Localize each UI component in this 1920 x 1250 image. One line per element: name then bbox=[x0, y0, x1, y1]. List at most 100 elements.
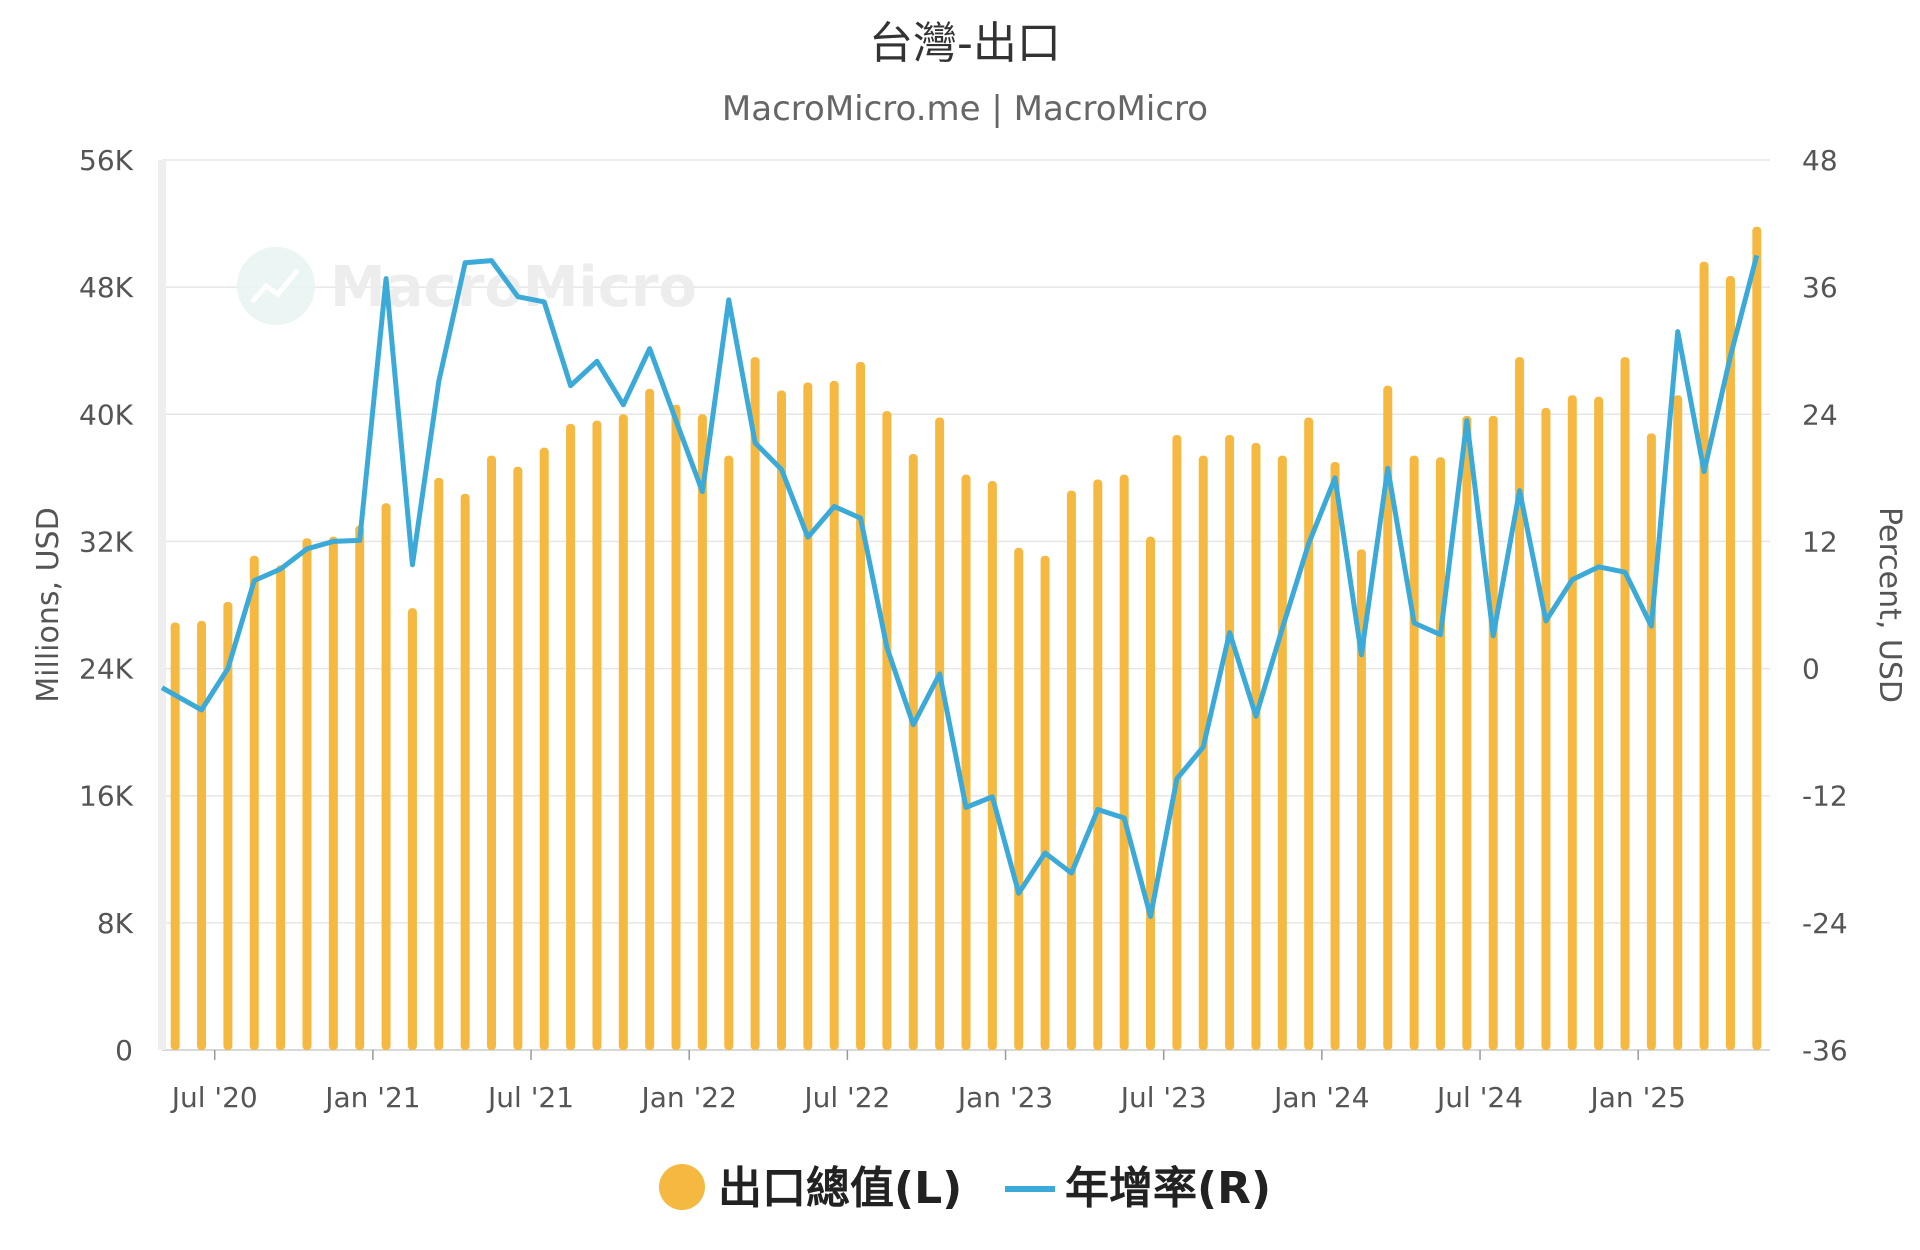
export-bar bbox=[1699, 261, 1709, 1050]
left-tick-label: 8K bbox=[97, 907, 134, 940]
left-tick-label: 32K bbox=[79, 525, 134, 558]
export-bar bbox=[961, 474, 971, 1050]
export-bar bbox=[1356, 549, 1366, 1050]
x-tick-label: Jul '20 bbox=[170, 1081, 258, 1114]
export-bar bbox=[434, 477, 444, 1050]
chart-subtitle: MacroMicro.me | MacroMicro bbox=[722, 89, 1208, 129]
right-axis-title: Percent, USD bbox=[1872, 507, 1907, 703]
export-bar bbox=[539, 447, 549, 1050]
right-tick-label: 24 bbox=[1802, 398, 1838, 431]
right-tick-label: 48 bbox=[1802, 144, 1838, 177]
export-bar bbox=[1673, 395, 1683, 1050]
left-axis-title: Millions, USD bbox=[31, 507, 66, 702]
export-bar bbox=[1462, 415, 1472, 1050]
legend-export-swatch bbox=[659, 1164, 705, 1210]
export-bar bbox=[1515, 357, 1525, 1051]
export-bar bbox=[1752, 226, 1762, 1050]
x-tick-label: Jan '21 bbox=[323, 1081, 420, 1114]
export-bar bbox=[750, 357, 760, 1051]
export-bar bbox=[697, 414, 707, 1050]
export-bar bbox=[671, 404, 681, 1050]
export-bar bbox=[328, 536, 338, 1050]
watermark-logo-line bbox=[250, 268, 300, 304]
left-tick-label: 24K bbox=[79, 653, 134, 686]
export-bar bbox=[460, 493, 470, 1050]
x-tick-label: Jul '21 bbox=[486, 1081, 574, 1114]
x-tick-label: Jul '24 bbox=[1435, 1081, 1523, 1114]
export-bar bbox=[1225, 434, 1235, 1051]
export-bar bbox=[1119, 474, 1129, 1050]
export-bar bbox=[1330, 461, 1340, 1050]
export-bar bbox=[645, 388, 655, 1050]
export-bar bbox=[829, 380, 839, 1050]
export-bar bbox=[381, 503, 391, 1050]
export-bar bbox=[1172, 434, 1182, 1051]
right-tick-label: 0 bbox=[1802, 653, 1820, 686]
export-bar bbox=[1383, 385, 1393, 1050]
export-bar bbox=[1277, 455, 1287, 1050]
export-bar bbox=[1488, 415, 1498, 1050]
export-bar bbox=[1066, 490, 1076, 1051]
export-bar bbox=[1725, 276, 1735, 1051]
export-bar bbox=[302, 538, 312, 1050]
export-bar bbox=[1646, 433, 1656, 1050]
export-bar bbox=[1541, 407, 1551, 1050]
legend-growth-label: 年增率(R) bbox=[1065, 1163, 1271, 1214]
export-bar bbox=[724, 455, 734, 1050]
x-tick-label: Jan '24 bbox=[1272, 1081, 1369, 1114]
right-tick-label: -12 bbox=[1802, 780, 1848, 813]
export-bar bbox=[249, 555, 259, 1050]
export-bar bbox=[856, 361, 866, 1050]
export-bar bbox=[882, 411, 892, 1050]
export-bar bbox=[223, 601, 233, 1050]
export-bar bbox=[1594, 396, 1604, 1050]
left-tick-label: 40K bbox=[79, 398, 134, 431]
bar-series bbox=[170, 226, 1762, 1051]
export-bar bbox=[1304, 417, 1314, 1050]
left-tick-label: 16K bbox=[79, 780, 134, 813]
export-bar bbox=[618, 414, 628, 1050]
export-bar bbox=[1198, 455, 1208, 1050]
left-tick-label: 56K bbox=[79, 144, 134, 177]
export-bar bbox=[1620, 357, 1630, 1051]
legend: 出口總值(L) 年增率(R) bbox=[659, 1163, 1271, 1214]
right-tick-label: -24 bbox=[1802, 907, 1848, 940]
chart-title: 台灣-出口 bbox=[869, 18, 1061, 69]
export-bar bbox=[513, 466, 523, 1050]
export-bar bbox=[1014, 547, 1024, 1050]
export-bar bbox=[1435, 457, 1445, 1051]
watermark: MacroMicro bbox=[237, 247, 697, 325]
right-tick-label: 36 bbox=[1802, 271, 1838, 304]
left-tick-label: 0 bbox=[115, 1034, 133, 1067]
export-bar bbox=[1040, 555, 1050, 1050]
x-tick-label: Jan '23 bbox=[956, 1081, 1053, 1114]
right-tick-label: -36 bbox=[1802, 1034, 1848, 1067]
export-bar bbox=[407, 608, 417, 1050]
growth-rate-line bbox=[160, 254, 1760, 919]
watermark-logo-icon bbox=[237, 247, 315, 325]
x-tick-label: Jul '22 bbox=[802, 1081, 890, 1114]
export-bar bbox=[487, 455, 497, 1050]
line-series bbox=[160, 254, 1760, 919]
export-bar bbox=[276, 565, 286, 1050]
axes: 0 -36 8K -24 16K -12 24K 0 32K 12 40K 24 48K 36 56K 48 J… bbox=[79, 144, 1848, 1114]
export-bar bbox=[355, 525, 365, 1050]
export-bar bbox=[1409, 455, 1419, 1050]
export-bar bbox=[1567, 395, 1577, 1050]
legend-export-label: 出口總值(L) bbox=[718, 1163, 962, 1214]
export-bar bbox=[197, 620, 207, 1050]
export-bar bbox=[803, 382, 813, 1050]
right-tick-label: 12 bbox=[1802, 525, 1838, 558]
left-tick-label: 48K bbox=[79, 271, 134, 304]
export-bar bbox=[1251, 442, 1261, 1051]
export-bar bbox=[1093, 479, 1103, 1051]
export-bar bbox=[170, 622, 180, 1050]
x-tick-label: Jul '23 bbox=[1119, 1081, 1207, 1114]
export-bar bbox=[776, 390, 786, 1051]
export-bar bbox=[566, 423, 576, 1051]
export-bar bbox=[1146, 536, 1156, 1050]
export-bar bbox=[908, 454, 918, 1051]
export-bar bbox=[592, 420, 602, 1051]
export-bar bbox=[987, 481, 997, 1050]
